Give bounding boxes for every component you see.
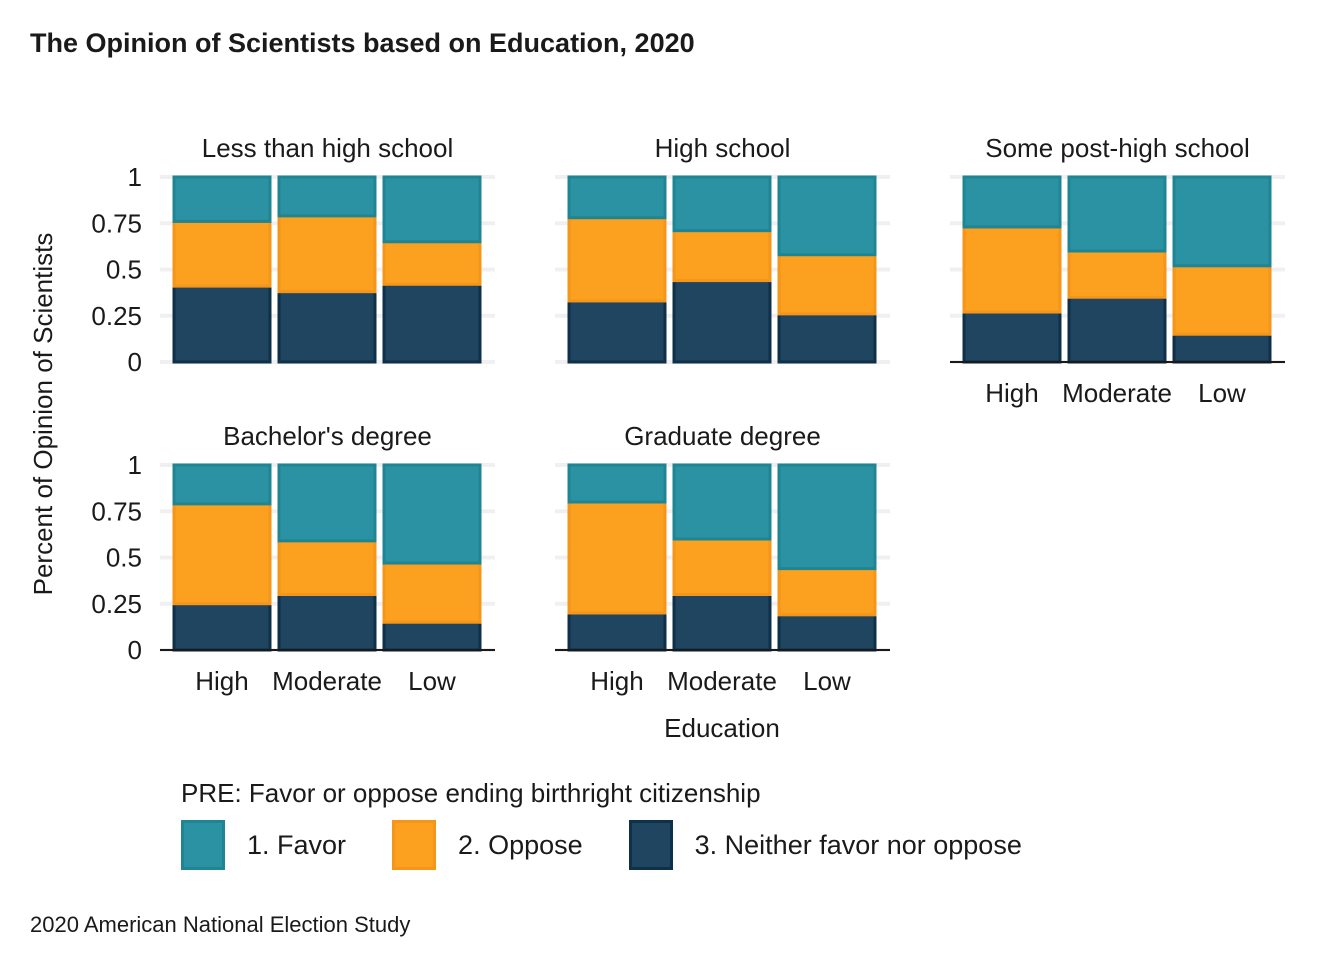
bar-segment-favor [172, 463, 272, 506]
bar-segment-neither [382, 620, 482, 652]
y-tick-label: 0 [128, 635, 142, 665]
y-tick-label: 0.75 [91, 208, 142, 238]
facet-panel [160, 463, 495, 652]
x-tick-label: Moderate [667, 666, 777, 696]
bar-segment-neither [172, 284, 272, 364]
legend: 1. Favor 2. Oppose 3. Neither favor nor … [181, 820, 1068, 870]
bar-segment-neither [1172, 332, 1272, 364]
caption: 2020 American National Election Study [30, 912, 411, 937]
bar-segment-oppose [172, 219, 272, 288]
bar-segment-favor [382, 175, 482, 244]
legend-item-neither: 3. Neither favor nor oppose [628, 820, 1022, 870]
facet-panel [555, 175, 890, 364]
bar-segment-oppose [382, 561, 482, 624]
bar-segment-oppose [1067, 249, 1167, 299]
y-axis-title: Percent of Opinion of Scientists [28, 233, 58, 596]
y-tick-label: 0.25 [91, 589, 142, 619]
facet-title: Graduate degree [624, 421, 821, 451]
bar-segment-oppose [962, 225, 1062, 314]
legend-item-favor: 1. Favor [181, 820, 346, 870]
bar-segment-neither [172, 602, 272, 652]
legend-label-oppose: 2. Oppose [458, 829, 583, 860]
legend-swatch-neither [628, 820, 673, 870]
bar-segment-oppose [277, 214, 377, 294]
bar-segment-neither [672, 279, 772, 364]
y-tick-label: 1 [128, 162, 142, 192]
facet-title: High school [655, 133, 791, 163]
x-tick-label: Low [408, 666, 456, 696]
bar-segment-neither [382, 282, 482, 364]
bar-segment-favor [672, 463, 772, 541]
y-tick-label: 0.5 [106, 543, 142, 573]
bar-segment-oppose [672, 229, 772, 283]
bar-segment-favor [382, 463, 482, 565]
facet-title: Less than high school [202, 133, 454, 163]
x-tick-label: High [985, 378, 1038, 408]
x-tick-label: Moderate [1062, 378, 1172, 408]
bar-segment-neither [777, 312, 877, 364]
legend-item-oppose: 2. Oppose [392, 820, 583, 870]
bar-segment-favor [777, 175, 877, 257]
bar-segment-favor [277, 175, 377, 218]
facet-panel [950, 175, 1285, 364]
bar-segment-neither [277, 290, 377, 364]
y-tick-label: 0.25 [91, 301, 142, 331]
y-tick-label: 0.75 [91, 496, 142, 526]
bar-segment-oppose [567, 500, 667, 615]
bar-segment-oppose [777, 253, 877, 316]
bar-segment-neither [777, 613, 877, 652]
bar-segment-favor [1067, 175, 1167, 253]
facet-title: Some post-high school [985, 133, 1249, 163]
legend-label-neither: 3. Neither favor nor oppose [694, 829, 1022, 860]
bar-segment-oppose [382, 240, 482, 286]
bar-segment-favor [277, 463, 377, 543]
x-tick-label: Moderate [272, 666, 382, 696]
facet-panel [555, 463, 890, 652]
bar-segment-neither [672, 593, 772, 652]
facet-title: Bachelor's degree [223, 421, 432, 451]
y-tick-label: 0.5 [106, 255, 142, 285]
legend-swatch-oppose [392, 820, 437, 870]
bar-segment-neither [277, 593, 377, 652]
bar-segment-oppose [172, 502, 272, 606]
bar-segment-favor [1172, 175, 1272, 268]
bar-segment-favor [777, 463, 877, 571]
legend-swatch-favor [181, 820, 225, 870]
x-axis-title: Education [664, 713, 780, 743]
y-tick-label: 0 [128, 347, 142, 377]
facet-panel [160, 175, 495, 364]
bar-segment-favor [672, 175, 772, 233]
bar-segment-favor [567, 175, 667, 220]
bar-segment-neither [567, 299, 667, 364]
bar-segment-oppose [1172, 264, 1272, 336]
bar-segment-oppose [777, 567, 877, 617]
legend-title: PRE: Favor or oppose ending birthright c… [181, 778, 761, 808]
chart-title: The Opinion of Scientists based on Educa… [30, 28, 695, 58]
y-tick-label: 1 [128, 450, 142, 480]
bar-segment-favor [567, 463, 667, 504]
bar-segment-oppose [277, 539, 377, 596]
bar-segment-neither [567, 611, 667, 652]
bar-segment-favor [962, 175, 1062, 229]
x-tick-label: High [195, 666, 248, 696]
legend-label-favor: 1. Favor [247, 829, 347, 860]
bar-segment-oppose [672, 537, 772, 596]
bar-segment-oppose [567, 216, 667, 303]
bar-segment-favor [172, 175, 272, 223]
bar-segment-neither [962, 310, 1062, 364]
bar-segment-neither [1067, 295, 1167, 364]
x-tick-label: Low [1198, 378, 1246, 408]
x-tick-label: High [590, 666, 643, 696]
x-tick-label: Low [803, 666, 851, 696]
